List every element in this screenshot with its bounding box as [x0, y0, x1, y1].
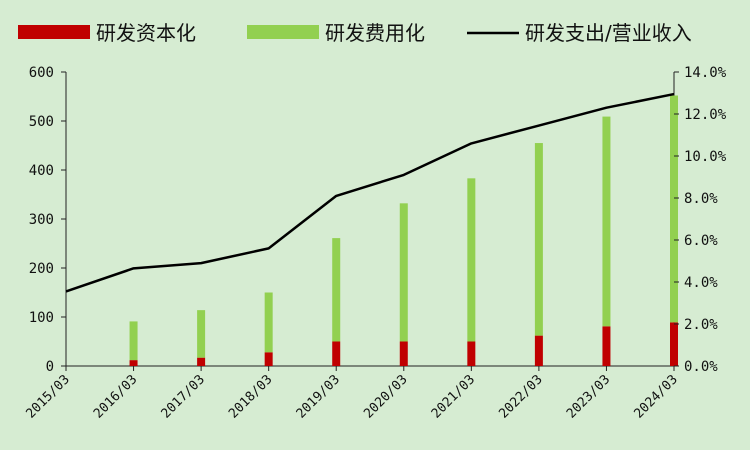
x-tick-label: 2021/03	[429, 372, 478, 421]
left-tick-label: 500	[29, 114, 54, 130]
lines	[65, 92, 675, 293]
right-tick-label: 0.0%	[684, 359, 718, 375]
right-tick-label: 8.0%	[684, 191, 718, 207]
right-tick-label: 10.0%	[684, 149, 727, 165]
x-tick-label: 2018/03	[226, 372, 275, 421]
axes	[65, 72, 675, 367]
left-tick-label: 300	[29, 212, 54, 228]
legend-swatch	[18, 25, 90, 39]
bar	[197, 310, 206, 358]
bar	[534, 335, 543, 366]
x-tick-label: 2015/03	[23, 372, 72, 421]
ticks: 0 100 200 300 400 500 600 0.0% 2.0% 4.0% 6.0% 8.0% 1…	[23, 65, 726, 422]
x-tick-label: 2022/03	[496, 372, 545, 421]
right-tick-label: 12.0%	[684, 107, 727, 123]
bar	[602, 326, 611, 366]
bar	[129, 360, 138, 366]
x-tick-label: 2020/03	[361, 372, 410, 421]
series-line	[65, 92, 675, 293]
left-tick-label: 400	[29, 163, 54, 179]
bar	[129, 321, 138, 361]
bar	[670, 322, 678, 366]
bar	[534, 143, 543, 336]
legend-label: 研发支出/营业收入	[525, 21, 692, 45]
right-tick-label: 14.0%	[684, 65, 727, 81]
legend: 研发资本化 研发费用化 研发支出/营业收入	[18, 21, 692, 45]
x-tick-label: 2023/03	[564, 372, 613, 421]
bar	[264, 292, 273, 353]
bar	[467, 178, 476, 342]
bars	[129, 95, 678, 366]
x-tick-label: 2017/03	[159, 372, 208, 421]
x-tick-label: 2024/03	[631, 372, 680, 421]
left-tick-label: 100	[29, 310, 54, 326]
right-tick-label: 6.0%	[684, 233, 718, 249]
bar	[332, 341, 341, 366]
bar	[332, 238, 341, 342]
left-tick-label: 200	[29, 261, 54, 277]
bar	[399, 203, 408, 342]
bar	[399, 341, 408, 366]
bar	[670, 95, 678, 323]
x-tick-label: 2019/03	[294, 372, 343, 421]
x-tick-label: 2016/03	[91, 372, 140, 421]
left-tick-label: 600	[29, 65, 54, 81]
right-tick-label: 2.0%	[684, 317, 718, 333]
bar	[264, 352, 273, 366]
legend-label: 研发资本化	[96, 21, 196, 45]
bar	[467, 341, 476, 366]
legend-label: 研发费用化	[325, 21, 425, 45]
right-tick-label: 4.0%	[684, 275, 718, 291]
bar	[602, 116, 611, 327]
left-tick-label: 0	[46, 359, 54, 375]
bar	[197, 357, 206, 366]
legend-swatch	[247, 25, 319, 39]
